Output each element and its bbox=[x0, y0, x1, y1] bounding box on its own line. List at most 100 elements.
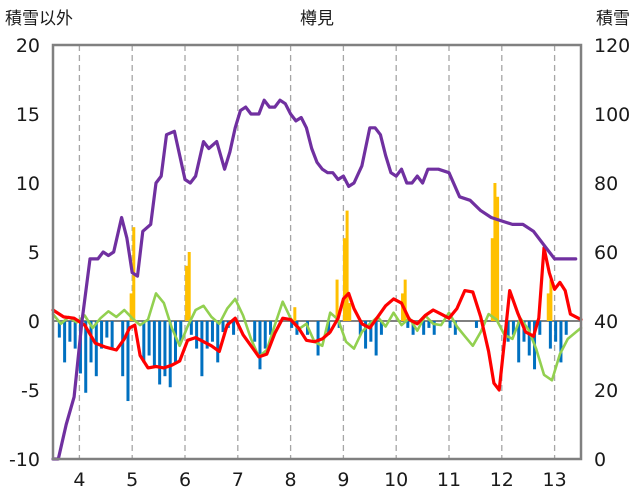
left-tick-labels: 20 15 10 5 0 -5 -10 bbox=[9, 35, 40, 471]
left-tick-6: -10 bbox=[9, 449, 40, 471]
x-tick-7: 11 bbox=[437, 469, 461, 491]
grid bbox=[78, 45, 556, 459]
orange-bar-10 bbox=[403, 279, 407, 321]
x-tick-8: 12 bbox=[490, 469, 514, 491]
blue-bar-27 bbox=[221, 321, 225, 333]
right-tick-6: 0 bbox=[594, 449, 606, 471]
blue-bar-26 bbox=[216, 321, 220, 363]
blue-bar-43 bbox=[374, 321, 378, 356]
blue-bar-9 bbox=[105, 321, 109, 338]
blue-bars bbox=[57, 321, 568, 402]
orange-bar-14 bbox=[546, 293, 550, 321]
blue-bar-50 bbox=[448, 321, 452, 328]
right-tick-3: 60 bbox=[594, 242, 618, 264]
snow-depth-line bbox=[51, 98, 578, 461]
blue-bar-21 bbox=[189, 321, 193, 335]
orange-bar-5 bbox=[335, 279, 339, 321]
blue-bar-7 bbox=[94, 321, 98, 377]
orange-bar-7 bbox=[345, 210, 349, 321]
blue-bar-22 bbox=[195, 321, 199, 349]
blue-bar-32 bbox=[263, 321, 267, 349]
orange-bar-2 bbox=[185, 265, 189, 321]
orange-bar-6 bbox=[342, 238, 346, 321]
blue-bar-55 bbox=[517, 321, 521, 363]
left-tick-0: 20 bbox=[16, 35, 40, 57]
blue-bar-61 bbox=[554, 321, 558, 342]
blue-bar-13 bbox=[142, 321, 146, 363]
blue-bar-33 bbox=[269, 321, 273, 335]
blue-bar-48 bbox=[427, 321, 431, 328]
x-tick-6: 10 bbox=[384, 469, 408, 491]
blue-bar-12 bbox=[126, 321, 130, 402]
blue-bar-57 bbox=[527, 321, 531, 356]
orange-bar-8 bbox=[348, 303, 352, 321]
left-tick-2: 10 bbox=[16, 173, 40, 195]
blue-bar-49 bbox=[432, 321, 436, 335]
blue-bar-23 bbox=[200, 321, 204, 377]
blue-bar-5 bbox=[84, 321, 88, 393]
blue-bar-0 bbox=[57, 321, 61, 338]
x-tick-5: 9 bbox=[337, 469, 349, 491]
x-tick-4: 8 bbox=[285, 469, 297, 491]
blue-bar-47 bbox=[422, 321, 426, 335]
blue-bar-46 bbox=[411, 321, 415, 335]
orange-bar-0 bbox=[129, 293, 133, 321]
x-tick-1: 5 bbox=[126, 469, 138, 491]
blue-bar-45 bbox=[406, 321, 410, 328]
blue-bar-53 bbox=[506, 321, 510, 342]
blue-bar-38 bbox=[327, 321, 331, 335]
blue-bar-63 bbox=[564, 321, 568, 335]
blue-bar-8 bbox=[100, 321, 104, 349]
blue-bar-31 bbox=[258, 321, 262, 370]
orange-bar-11 bbox=[490, 238, 494, 321]
blue-bar-17 bbox=[163, 321, 167, 377]
left-tick-4: 0 bbox=[28, 311, 40, 333]
blue-bar-1 bbox=[63, 321, 67, 363]
right-tick-1: 100 bbox=[594, 104, 630, 126]
orange-bars bbox=[129, 183, 553, 321]
blue-bar-18 bbox=[168, 321, 172, 388]
blue-bar-29 bbox=[232, 321, 236, 335]
right-tick-5: 20 bbox=[594, 380, 618, 402]
orange-bar-3 bbox=[187, 252, 191, 321]
orange-bar-4 bbox=[293, 307, 297, 321]
blue-bar-2 bbox=[68, 321, 72, 342]
blue-bar-16 bbox=[158, 321, 162, 385]
x-tick-3: 7 bbox=[232, 469, 244, 491]
right-axis-label: 積雪 bbox=[596, 9, 630, 29]
right-tick-2: 80 bbox=[594, 173, 618, 195]
right-tick-4: 40 bbox=[594, 311, 618, 333]
blue-bar-37 bbox=[316, 321, 320, 356]
blue-bar-40 bbox=[358, 321, 362, 335]
blue-bar-24 bbox=[205, 321, 209, 349]
blue-bar-14 bbox=[147, 321, 151, 356]
plot-frame-rect bbox=[51, 43, 583, 461]
blue-bar-42 bbox=[369, 321, 373, 342]
x-tick-0: 4 bbox=[73, 469, 85, 491]
blue-bar-3 bbox=[73, 321, 77, 349]
chart-title: 樽見 bbox=[300, 9, 334, 29]
blue-bar-44 bbox=[379, 321, 383, 335]
blue-bar-10 bbox=[110, 321, 114, 349]
plot-frame bbox=[51, 43, 583, 461]
blue-bar-52 bbox=[474, 321, 478, 328]
blue-bar-51 bbox=[453, 321, 457, 335]
orange-bar-12 bbox=[493, 183, 497, 321]
x-tick-2: 6 bbox=[179, 469, 191, 491]
orange-bar-15 bbox=[549, 279, 553, 321]
blue-bar-62 bbox=[559, 321, 563, 363]
orange-bar-13 bbox=[496, 196, 500, 321]
blue-bar-41 bbox=[364, 321, 368, 349]
blue-bar-54 bbox=[511, 321, 515, 335]
right-tick-0: 120 bbox=[594, 35, 630, 57]
left-tick-5: -5 bbox=[21, 380, 40, 402]
x-tick-9: 13 bbox=[543, 469, 567, 491]
red-series-line bbox=[51, 246, 583, 392]
series-lines bbox=[51, 98, 583, 461]
left-axis-label: 積雪以外 bbox=[5, 9, 73, 29]
blue-bar-34 bbox=[290, 321, 294, 328]
blue-bar-6 bbox=[89, 321, 93, 363]
blue-bar-30 bbox=[253, 321, 257, 342]
blue-bar-15 bbox=[152, 321, 156, 367]
